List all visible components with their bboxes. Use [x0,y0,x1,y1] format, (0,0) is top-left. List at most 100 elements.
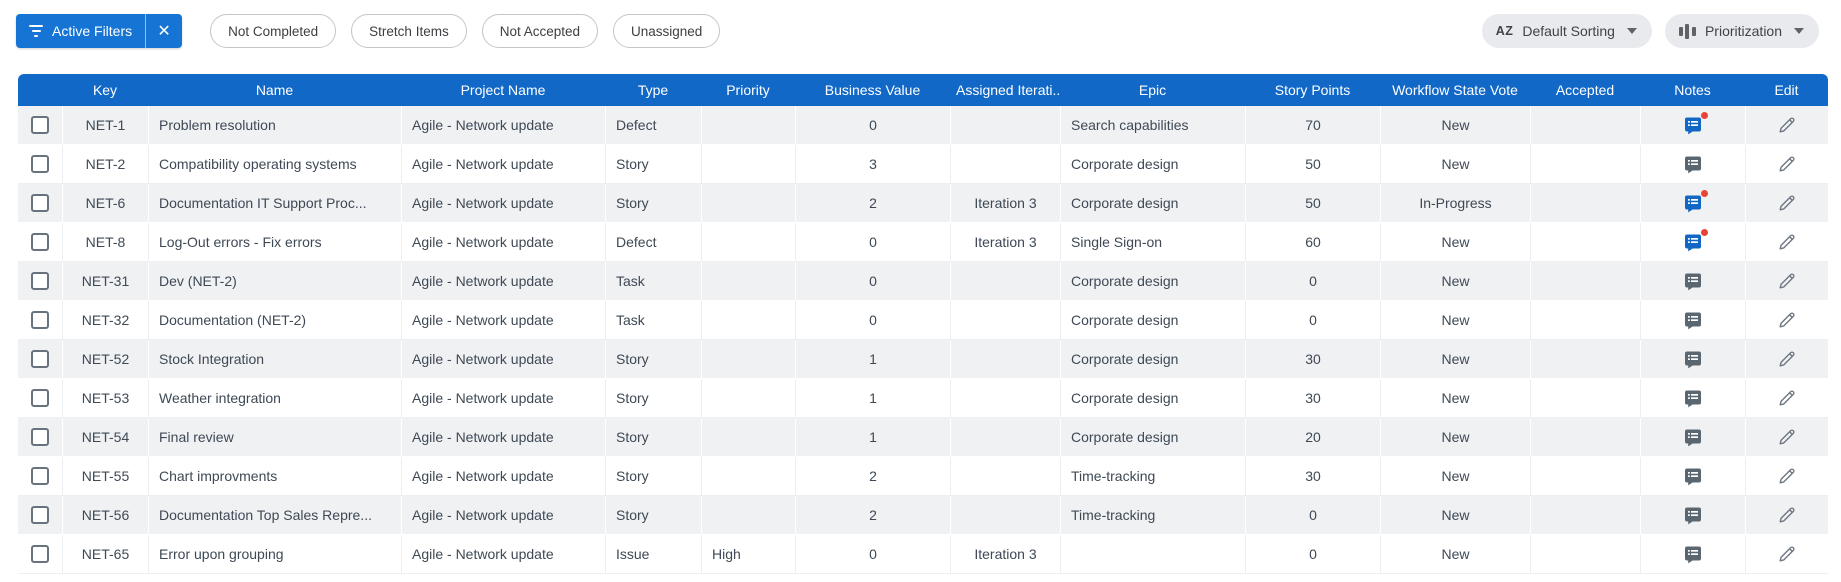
row-checkbox[interactable] [31,545,49,564]
cell-epic: Corporate design [1060,262,1245,301]
edit-icon[interactable] [1775,347,1799,371]
clear-filters-button[interactable]: ✕ [145,14,182,48]
row-checkbox[interactable] [31,506,49,525]
cell-type: Story [605,379,701,418]
filter-chip[interactable]: Not Completed [210,14,337,48]
notes-icon[interactable] [1681,542,1705,566]
notes-icon[interactable] [1681,229,1708,254]
row-checkbox[interactable] [31,389,49,408]
cell-edit [1745,145,1828,184]
filter-chip[interactable]: Stretch Items [351,14,467,48]
table-row[interactable]: NET-2 Compatibility operating systems Agil… [18,145,1828,184]
table-body: NET-1 Problem resolution Agile - Network u… [18,106,1828,574]
cell-project: Agile - Network update [401,106,605,145]
table-row[interactable]: NET-54 Final review Agile - Network update… [18,418,1828,457]
table-row[interactable]: NET-8 Log-Out errors - Fix errors Agile - … [18,223,1828,262]
notes-icon[interactable] [1681,308,1705,332]
filter-chip[interactable]: Not Accepted [481,14,599,48]
edit-icon[interactable] [1775,542,1799,566]
notes-icon[interactable] [1681,503,1705,527]
column-header-priority[interactable]: Priority [701,74,795,106]
cell-type: Story [605,457,701,496]
column-header-story_points[interactable]: Story Points [1245,74,1380,106]
cell-notes [1640,496,1745,535]
cell-notes [1640,223,1745,262]
cell-iteration [950,496,1060,535]
notes-icon[interactable] [1681,347,1705,371]
table-row[interactable]: NET-6 Documentation IT Support Proc... Agi… [18,184,1828,223]
column-header-iteration[interactable]: Assigned Iterati... [950,74,1060,106]
filter-chips: Not Completed Stretch Items Not Accepted Un… [210,14,721,48]
cell-story_points: 20 [1245,418,1380,457]
active-filters-main[interactable]: Active Filters [16,14,145,48]
notes-icon[interactable] [1681,464,1705,488]
table-row[interactable]: NET-53 Weather integration Agile - Network… [18,379,1828,418]
row-checkbox[interactable] [31,155,49,174]
prioritization-dropdown[interactable]: Prioritization [1664,14,1819,48]
cell-accepted [1530,379,1640,418]
row-checkbox[interactable] [31,428,49,447]
active-filters-button[interactable]: Active Filters ✕ [16,14,183,48]
notes-icon[interactable] [1681,386,1705,410]
cell-key: NET-65 [62,535,148,574]
edit-icon[interactable] [1775,503,1799,527]
notes-icon[interactable] [1681,190,1708,215]
edit-icon[interactable] [1775,464,1799,488]
cell-priority [701,301,795,340]
cell-workflow: New [1380,106,1530,145]
column-header-accepted[interactable]: Accepted [1530,74,1640,106]
row-checkbox[interactable] [31,116,49,135]
column-header-edit[interactable]: Edit [1745,74,1828,106]
notes-icon[interactable] [1681,269,1705,293]
cell-type: Defect [605,106,701,145]
table-row[interactable]: NET-56 Documentation Top Sales Repre... Ag… [18,496,1828,535]
filter-chip[interactable]: Unassigned [613,14,721,48]
row-checkbox[interactable] [31,233,49,252]
column-header-project[interactable]: Project Name [401,74,605,106]
row-checkbox[interactable] [31,272,49,291]
column-header-epic[interactable]: Epic [1060,74,1245,106]
row-checkbox[interactable] [31,194,49,213]
table-row[interactable]: NET-65 Error upon grouping Agile - Network… [18,535,1828,574]
row-checkbox[interactable] [31,311,49,330]
edit-icon[interactable] [1775,269,1799,293]
cell-business_value: 2 [795,457,950,496]
row-checkbox[interactable] [31,467,49,486]
column-header-notes[interactable]: Notes [1640,74,1745,106]
cell-accepted [1530,301,1640,340]
column-header-name[interactable]: Name [148,74,401,106]
column-header-business_value[interactable]: Business Value [795,74,950,106]
cell-name: Documentation Top Sales Repre... [148,496,401,535]
notes-icon[interactable] [1681,425,1705,449]
column-header-key[interactable]: Key [62,74,148,106]
table-row[interactable]: NET-1 Problem resolution Agile - Network u… [18,106,1828,145]
table-row[interactable]: NET-52 Stock Integration Agile - Network u… [18,340,1828,379]
edit-icon[interactable] [1775,230,1799,254]
cell-key: NET-2 [62,145,148,184]
column-header-select[interactable] [18,74,62,106]
column-header-workflow[interactable]: Workflow State Vote [1380,74,1530,106]
edit-icon[interactable] [1775,191,1799,215]
sorting-dropdown[interactable]: AZ Default Sorting [1481,14,1652,48]
table-row[interactable]: NET-32 Documentation (NET-2) Agile - Netwo… [18,301,1828,340]
notes-icon[interactable] [1681,112,1708,137]
cell-workflow: New [1380,223,1530,262]
cell-name: Stock Integration [148,340,401,379]
cell-edit [1745,106,1828,145]
edit-icon[interactable] [1775,113,1799,137]
backlog-table-container: Key Name Project Name Type Priority Business … [18,74,1828,574]
edit-icon[interactable] [1775,308,1799,332]
cell-story_points: 0 [1245,535,1380,574]
row-checkbox[interactable] [31,350,49,369]
table-row[interactable]: NET-55 Chart improvments Agile - Network u… [18,457,1828,496]
edit-icon[interactable] [1775,425,1799,449]
edit-icon[interactable] [1775,152,1799,176]
column-header-type[interactable]: Type [605,74,701,106]
table-row[interactable]: NET-31 Dev (NET-2) Agile - Network update T… [18,262,1828,301]
cell-name: Documentation (NET-2) [148,301,401,340]
edit-icon[interactable] [1775,386,1799,410]
cell-workflow: New [1380,145,1530,184]
notes-icon[interactable] [1681,152,1705,176]
cell-priority [701,340,795,379]
cell-notes [1640,535,1745,574]
